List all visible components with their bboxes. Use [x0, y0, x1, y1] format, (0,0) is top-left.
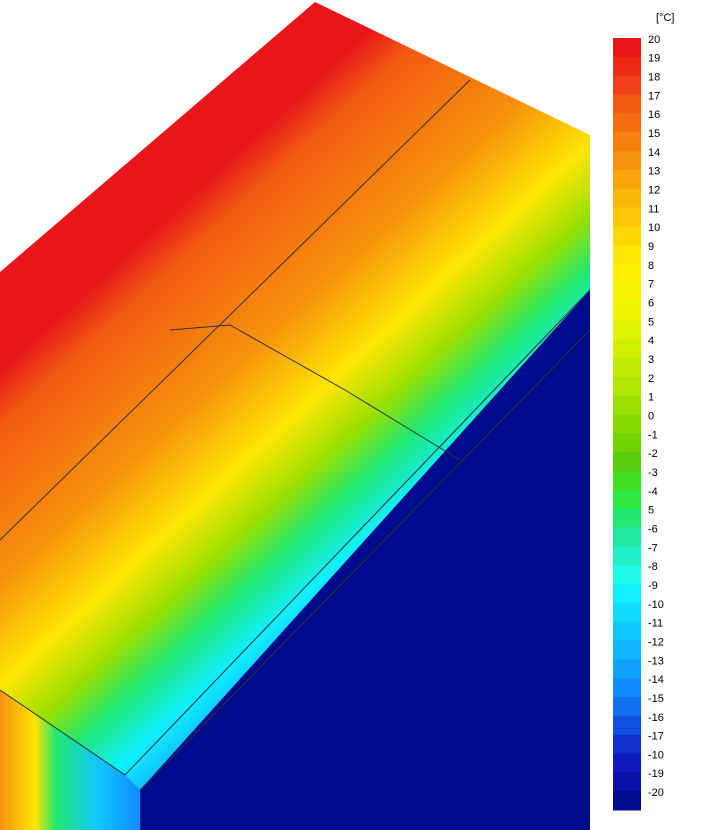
legend-label: -6 — [648, 523, 658, 535]
legend-label: -17 — [648, 731, 664, 743]
legend-swatch — [613, 358, 641, 378]
legend-swatch — [613, 715, 641, 736]
legend-swatch — [613, 508, 641, 529]
legend-label: 5 — [648, 316, 654, 328]
front-face — [0, 690, 140, 830]
legend-label: 17 — [648, 90, 660, 102]
legend-swatch — [613, 282, 641, 303]
legend-swatch — [613, 791, 641, 811]
legend-swatch — [613, 640, 641, 660]
legend-label: 0 — [648, 410, 654, 422]
legend-swatch — [613, 602, 641, 623]
legend-swatch — [613, 207, 641, 227]
legend-unit: [°C] — [656, 12, 674, 24]
legend-swatch — [613, 75, 641, 95]
legend-swatch — [613, 395, 641, 416]
legend-label: -12 — [648, 636, 664, 648]
legend-label: 1 — [648, 392, 654, 404]
legend-label: -19 — [648, 768, 664, 780]
legend-label: 4 — [648, 335, 654, 347]
legend-swatch — [613, 376, 641, 397]
legend-label: 9 — [648, 241, 654, 253]
legend-label: 8 — [648, 260, 654, 272]
legend-label: 6 — [648, 298, 654, 310]
legend-label: -7 — [648, 542, 658, 554]
legend-label: 18 — [648, 72, 660, 84]
legend-swatch — [613, 621, 641, 642]
legend-swatch — [613, 56, 641, 77]
legend-swatch — [613, 697, 641, 717]
legend-label: 15 — [648, 128, 660, 140]
legend-label: -10 — [648, 599, 664, 611]
legend-swatch — [613, 263, 641, 284]
legend-swatch — [613, 546, 641, 566]
legend-swatch — [613, 169, 641, 190]
legend-swatch — [613, 94, 641, 114]
legend-label: -1 — [648, 429, 658, 441]
legend-swatch — [613, 471, 641, 491]
legend-swatch — [613, 433, 641, 453]
legend-swatch — [613, 320, 641, 340]
legend-swatch — [613, 527, 641, 547]
legend-label: 7 — [648, 279, 654, 291]
legend-label: 19 — [648, 53, 660, 65]
legend-label: -3 — [648, 467, 658, 479]
legend-swatch — [613, 753, 641, 773]
legend-swatch — [613, 659, 641, 679]
legend-swatch — [613, 38, 641, 58]
legend-swatch — [613, 150, 641, 171]
legend-swatch — [613, 113, 641, 133]
legend-label: 5 — [648, 505, 654, 517]
legend-label: 3 — [648, 354, 654, 366]
legend-label: -9 — [648, 580, 658, 592]
legend-label: -15 — [648, 693, 664, 705]
legend-swatch — [613, 678, 641, 698]
legend-label: -20 — [648, 787, 664, 799]
legend-swatch — [613, 565, 641, 585]
legend-label: -16 — [648, 712, 664, 724]
legend-label: -4 — [648, 486, 658, 498]
legend-swatch — [613, 489, 641, 510]
legend-swatch — [613, 452, 641, 472]
legend-label: -2 — [648, 448, 658, 460]
geometry-lines — [0, 79, 591, 791]
legend-label: 11 — [648, 203, 659, 215]
legend-label: 14 — [648, 147, 660, 159]
legend-label: 2 — [648, 373, 654, 385]
legend-label: -13 — [648, 655, 664, 667]
legend-swatch — [613, 584, 641, 604]
legend-swatch — [613, 414, 641, 434]
legend-label: -8 — [648, 561, 658, 573]
legend-swatch — [613, 301, 641, 321]
legend-swatch — [613, 734, 641, 755]
legend-swatch — [613, 226, 641, 246]
legend-label: -11 — [648, 618, 663, 630]
legend-swatch — [613, 772, 641, 792]
legend-swatch — [613, 188, 641, 208]
legend-label: -14 — [648, 674, 664, 686]
legend-swatch — [613, 339, 641, 359]
legend-label: 10 — [648, 222, 660, 234]
legend-label: 13 — [648, 166, 660, 178]
legend-label: -10 — [648, 749, 664, 761]
legend-label: 20 — [648, 34, 660, 46]
legend-label: 16 — [648, 109, 660, 121]
legend-swatch — [613, 245, 641, 265]
legend-swatch — [613, 132, 641, 152]
legend-label: 12 — [648, 185, 660, 197]
legend: 20191817161514131211109876543210-1-2-3-4… — [613, 34, 664, 811]
